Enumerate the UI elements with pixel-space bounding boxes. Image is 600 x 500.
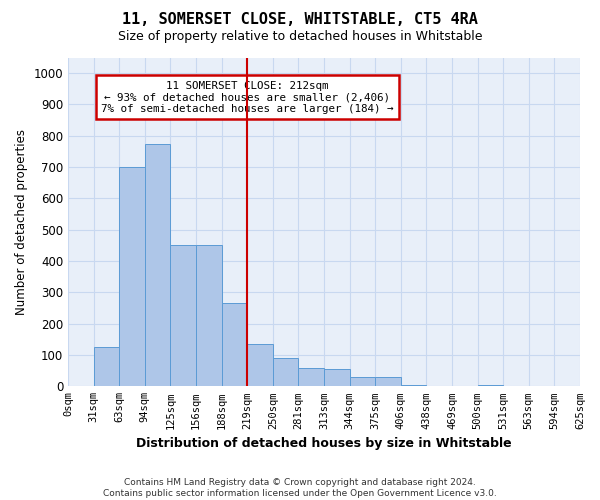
Bar [401, 384, 427, 386]
Bar [247, 344, 273, 387]
Text: Size of property relative to detached houses in Whitstable: Size of property relative to detached ho… [118, 30, 482, 43]
Bar [350, 377, 375, 386]
Bar [145, 144, 170, 386]
Text: 11, SOMERSET CLOSE, WHITSTABLE, CT5 4RA: 11, SOMERSET CLOSE, WHITSTABLE, CT5 4RA [122, 12, 478, 28]
X-axis label: Distribution of detached houses by size in Whitstable: Distribution of detached houses by size … [136, 437, 512, 450]
Y-axis label: Number of detached properties: Number of detached properties [15, 129, 28, 315]
Bar [478, 384, 503, 386]
Bar [221, 304, 247, 386]
Bar [324, 369, 350, 386]
Bar [375, 377, 401, 386]
Bar [94, 347, 119, 387]
Bar [298, 368, 324, 386]
Text: 11 SOMERSET CLOSE: 212sqm
← 93% of detached houses are smaller (2,406)
7% of sem: 11 SOMERSET CLOSE: 212sqm ← 93% of detac… [101, 80, 394, 114]
Text: Contains HM Land Registry data © Crown copyright and database right 2024.
Contai: Contains HM Land Registry data © Crown c… [103, 478, 497, 498]
Bar [119, 167, 145, 386]
Bar [196, 246, 221, 386]
Bar [273, 358, 298, 386]
Bar [170, 246, 196, 386]
